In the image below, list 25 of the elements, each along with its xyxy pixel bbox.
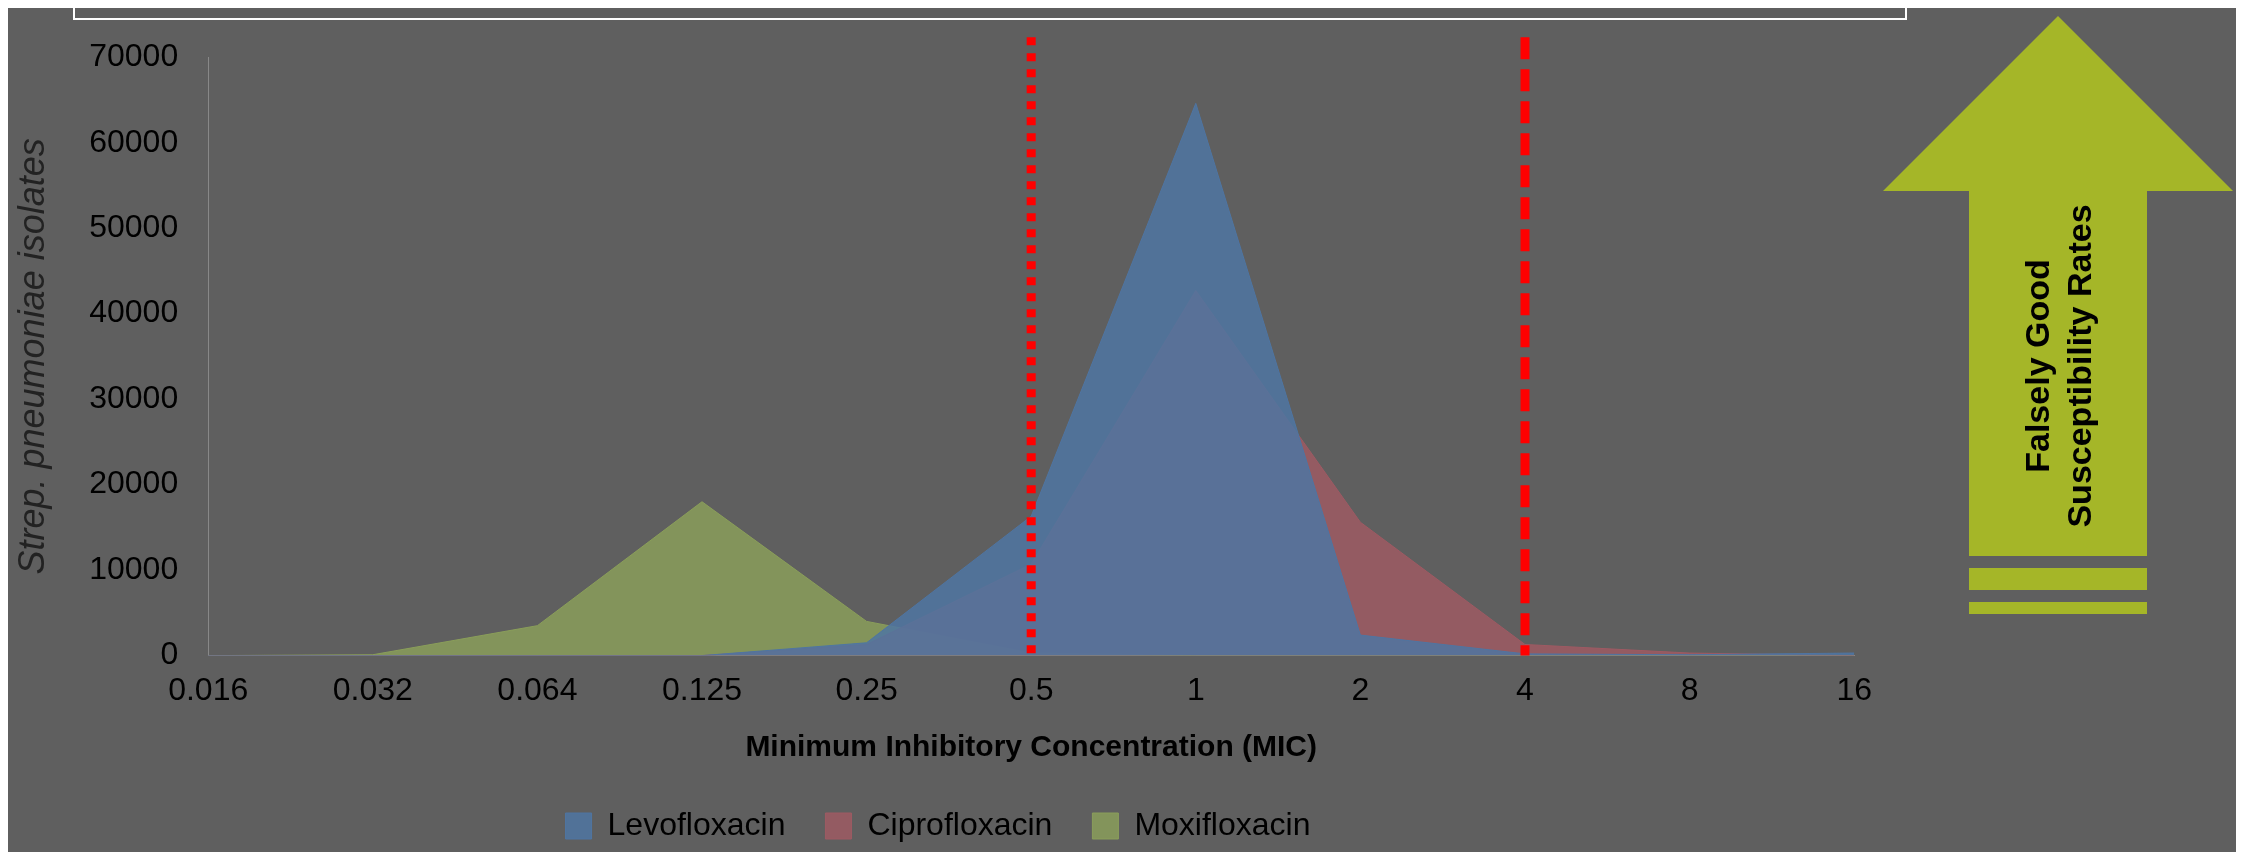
- y-tick-label: 30000: [89, 378, 179, 415]
- y-tick-label: 0: [160, 635, 179, 672]
- text: Falsely Good Susceptibility Rates: [2017, 203, 2099, 530]
- legend-label: Moxifloxacin: [1134, 805, 1311, 842]
- y-tick-label: 40000: [89, 293, 179, 330]
- y-axis-title: Strep. pneumoniae isolates: [10, 138, 52, 575]
- x-tick-label: 0.25: [835, 670, 898, 707]
- x-tick-label: 2: [1351, 670, 1370, 707]
- x-tick-label: 0.5: [1008, 670, 1054, 707]
- y-tick-label: 20000: [89, 464, 179, 501]
- y-tick-label: 60000: [89, 122, 179, 159]
- y-tick-label: 10000: [89, 549, 179, 586]
- x-tick-label: 0.125: [661, 670, 743, 707]
- x-tick-label: 0.064: [497, 670, 578, 707]
- x-tick-label: 8: [1680, 670, 1699, 707]
- x-tick-label: 16: [1836, 670, 1872, 707]
- y-tick-label: 50000: [89, 208, 179, 244]
- x-tick-label: 0.032: [332, 670, 413, 707]
- y-tick-label: 70000: [89, 37, 179, 74]
- legend-label: Levofloxacin: [607, 805, 786, 842]
- x-tick-label: 1: [1186, 670, 1205, 707]
- x-axis-title: Minimum Inhibitory Concentration (MIC): [745, 729, 1318, 763]
- legend-label: Ciprofloxacin: [867, 805, 1053, 842]
- x-tick-label: 0.016: [168, 670, 249, 707]
- x-tick-label: 4: [1516, 670, 1534, 707]
